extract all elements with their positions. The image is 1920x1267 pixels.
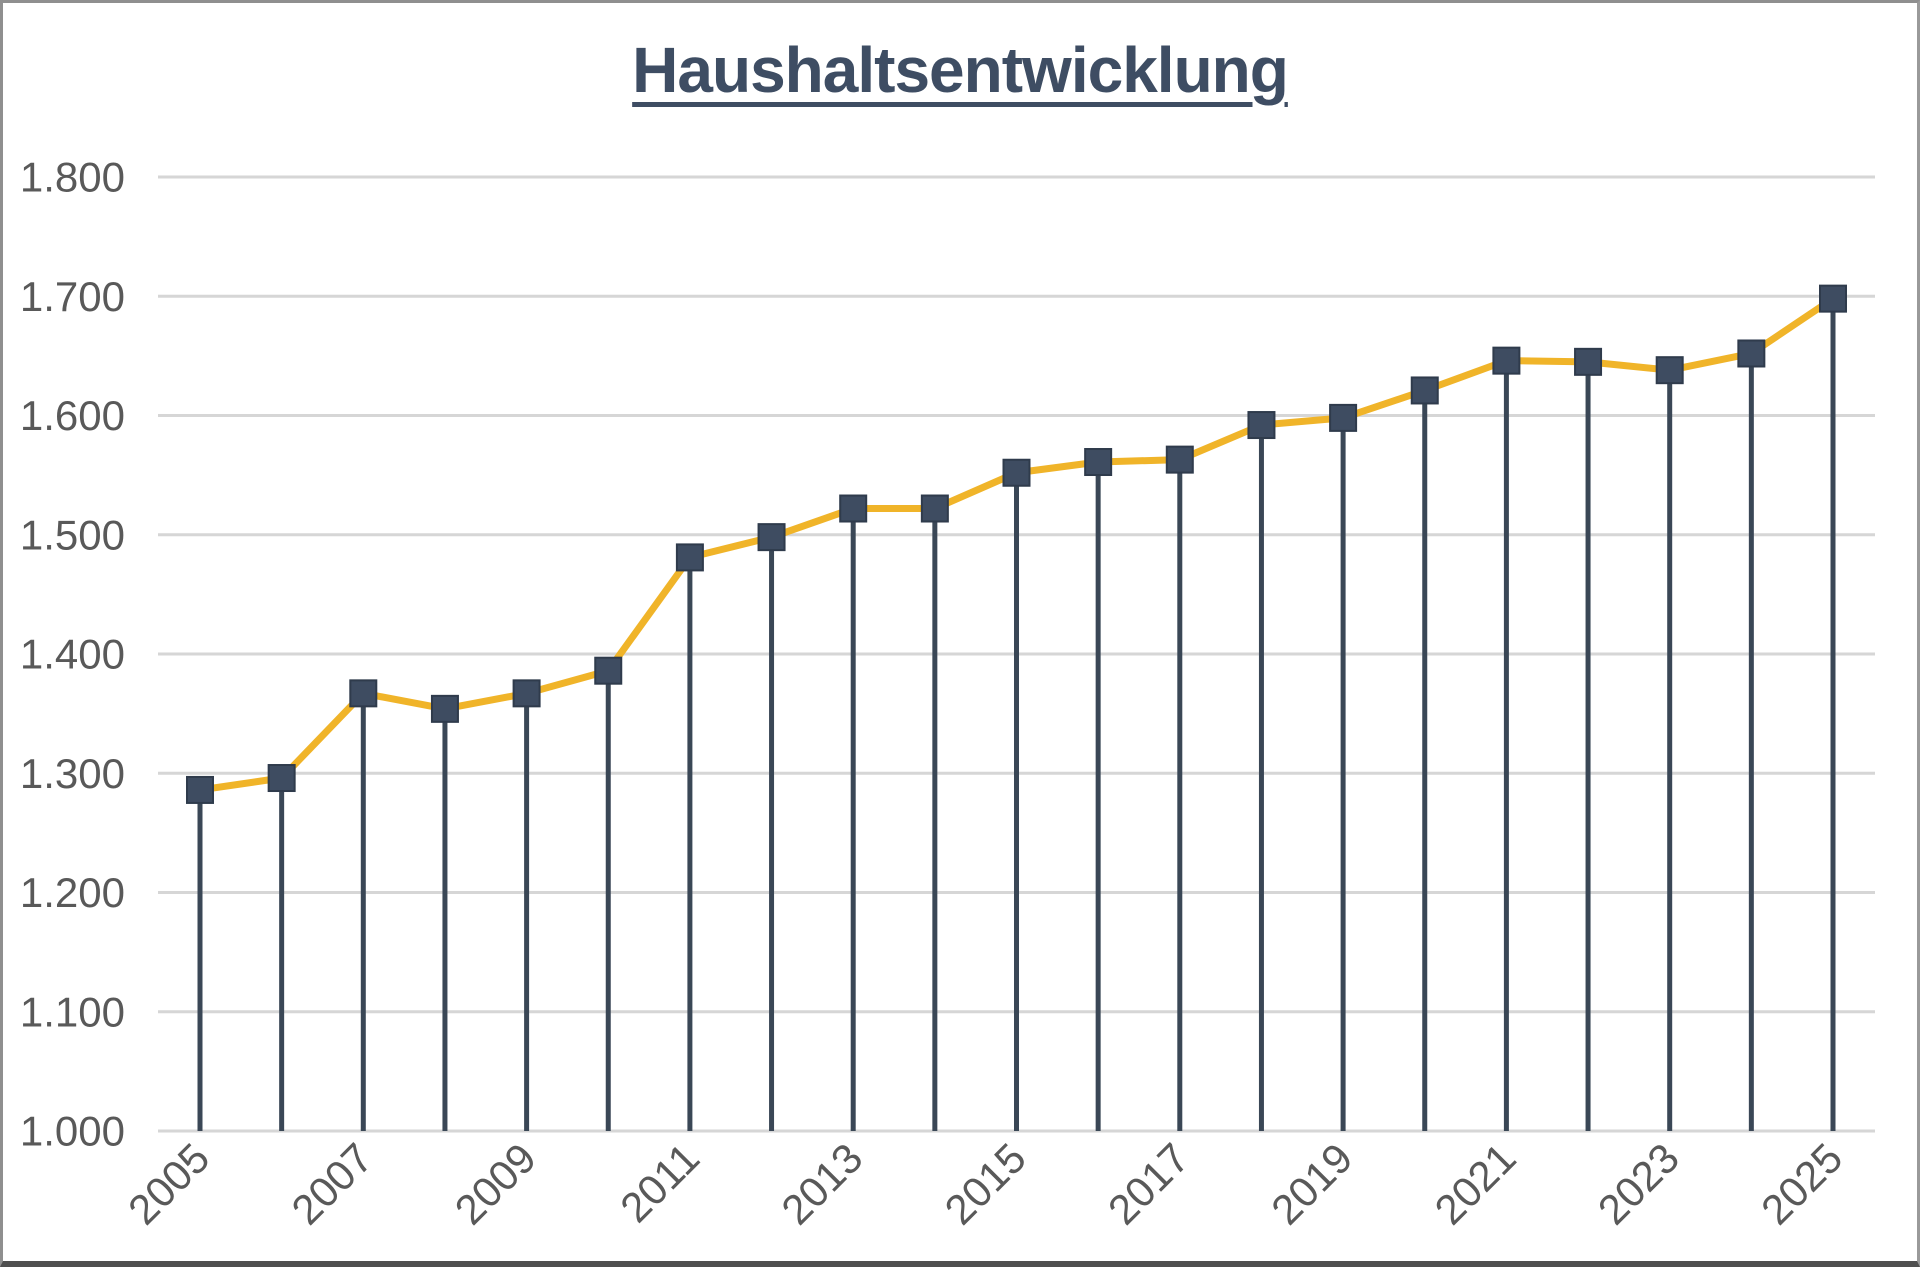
data-point-2014 [920, 494, 949, 523]
data-point-2009 [512, 679, 541, 708]
y-tick-label-1300: 1.300 [20, 750, 125, 797]
x-tick-label-2019: 2019 [1262, 1134, 1361, 1233]
line-chart: 1.000 1.100 1.200 1.300 1.400 1.500 1.600 1.700… [20, 154, 1875, 1233]
data-point-2024 [1737, 339, 1766, 368]
data-point-2012 [757, 523, 786, 552]
data-point-2011 [675, 543, 704, 572]
y-tick-label-1400: 1.400 [20, 631, 125, 678]
x-tick-label-2011: 2011 [611, 1134, 708, 1231]
y-tick-label-1500: 1.500 [20, 511, 125, 558]
y-tick-label-1600: 1.600 [20, 392, 125, 439]
data-point-2010 [594, 656, 623, 685]
data-point-2008 [430, 694, 459, 723]
data-point-2006 [267, 764, 296, 793]
x-tick-label-2009: 2009 [446, 1134, 545, 1233]
data-point-2023 [1655, 356, 1684, 385]
x-tick-label-2007: 2007 [282, 1134, 381, 1233]
data-point-2022 [1574, 347, 1603, 376]
data-point-2020 [1410, 376, 1439, 405]
data-point-2021 [1492, 346, 1521, 375]
data-point-2005 [186, 775, 214, 804]
y-tick-label-1800: 1.800 [20, 154, 125, 201]
data-point-2017 [1165, 445, 1194, 474]
data-point-2018 [1247, 411, 1276, 440]
y-tick-label-1000: 1.000 [20, 1108, 125, 1155]
x-tick-label-2017: 2017 [1099, 1134, 1198, 1233]
data-point-2015 [1002, 458, 1031, 487]
y-tick-label-1700: 1.700 [20, 273, 125, 320]
data-point-2019 [1329, 403, 1358, 432]
x-tick-label-2021: 2021 [1425, 1134, 1524, 1233]
x-tick-label-2023: 2023 [1589, 1134, 1688, 1233]
data-point-2007 [349, 679, 378, 708]
x-tick-label-2015: 2015 [936, 1134, 1035, 1233]
y-tick-label-1200: 1.200 [20, 869, 125, 916]
chart-title: Haushaltsentwicklung [632, 34, 1289, 106]
x-tick-label-2005: 2005 [119, 1134, 218, 1233]
data-point-2025 [1819, 284, 1847, 313]
x-tick-label-2013: 2013 [772, 1134, 871, 1233]
data-point-2013 [839, 494, 868, 523]
x-tick-label-2025: 2025 [1752, 1134, 1851, 1233]
y-tick-label-1100: 1.100 [20, 988, 125, 1035]
data-point-2016 [1084, 448, 1113, 477]
